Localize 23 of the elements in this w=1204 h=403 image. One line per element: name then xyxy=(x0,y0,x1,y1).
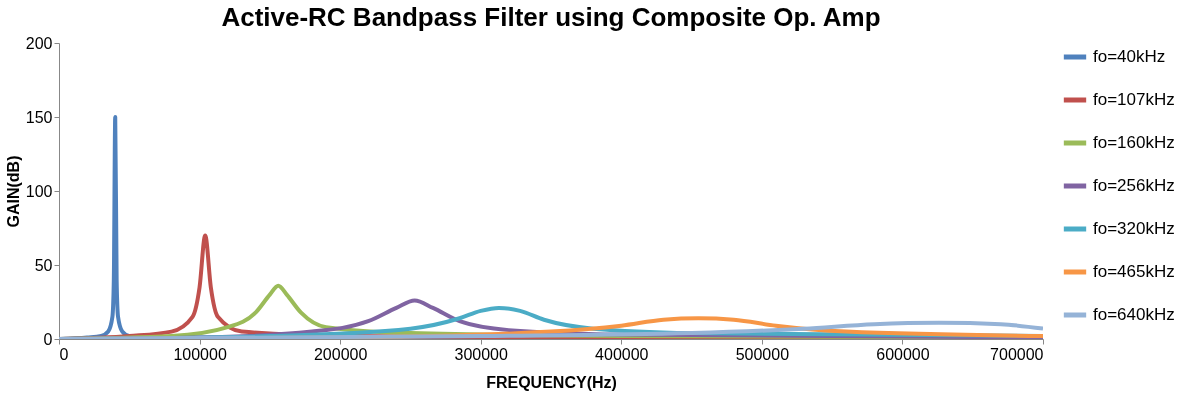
x-tick-label: 400000 xyxy=(595,345,649,363)
y-tick-label: 150 xyxy=(25,108,53,126)
x-tick-label: 200000 xyxy=(313,345,368,363)
legend-label: fo=640kHz xyxy=(1093,305,1175,324)
y-axis-title: GAIN(dB) xyxy=(4,155,22,228)
y-tick-label: 0 xyxy=(43,330,53,348)
legend-label: fo=160kHz xyxy=(1093,133,1175,152)
legend-label: fo=107kHz xyxy=(1093,90,1175,109)
y-tick-label: 200 xyxy=(25,34,53,52)
x-axis-title: FREQUENCY(Hz) xyxy=(486,373,617,391)
legend-label: fo=40kHz xyxy=(1093,47,1166,66)
x-tick-label: 300000 xyxy=(454,345,509,363)
x-tick-label: 100000 xyxy=(173,345,227,363)
legend-label: fo=320kHz xyxy=(1093,219,1175,238)
y-tick-label: 100 xyxy=(25,182,53,200)
legend-label: fo=465kHz xyxy=(1093,262,1175,281)
x-tick-label: 700000 xyxy=(990,345,1044,363)
x-tick-label: 500000 xyxy=(735,345,790,363)
x-tick-label: 0 xyxy=(59,345,69,363)
legend-label: fo=256kHz xyxy=(1093,176,1175,195)
chart-title: Active-RC Bandpass Filter using Composite Op. Amp xyxy=(221,2,881,32)
y-tick-label: 50 xyxy=(34,256,53,274)
x-tick-label: 600000 xyxy=(876,345,930,363)
